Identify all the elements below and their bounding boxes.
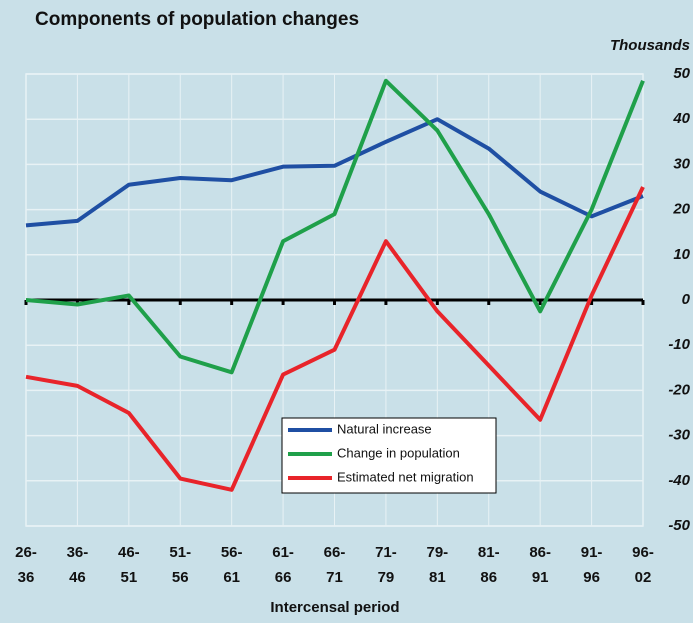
y-tick-label: 0 — [682, 291, 691, 308]
legend-label: Estimated net migration — [337, 469, 474, 484]
y-axis-label: Thousands — [610, 37, 690, 54]
chart-title: Components of population changes — [35, 9, 359, 30]
y-tick-label: -30 — [668, 427, 690, 444]
series-line — [25, 117, 644, 228]
x-tick-label: 79- 81 — [426, 544, 449, 586]
series-line — [25, 78, 645, 375]
x-tick-label: 46- 51 — [117, 544, 140, 586]
x-tick-label: 86- 91 — [529, 544, 551, 586]
x-tick-label: 51- 56 — [169, 544, 192, 586]
y-tick-label: 40 — [672, 110, 690, 127]
x-axis-label: Intercensal period — [270, 599, 399, 616]
legend-label: Natural increase — [337, 421, 432, 436]
x-tick-label: 71- 79 — [375, 544, 397, 586]
x-tick-label: 66- 71 — [323, 544, 346, 586]
y-tick-label: -20 — [668, 381, 690, 398]
x-tick-label: 91- 96 — [580, 544, 603, 586]
y-tick-label: -10 — [668, 336, 690, 353]
x-tick-label: 96- 02 — [632, 544, 654, 586]
series-line — [25, 186, 645, 492]
x-tick-label: 36- 46 — [66, 544, 89, 586]
x-tick-label: 56- 61 — [220, 544, 243, 586]
y-tick-label: 50 — [673, 65, 690, 82]
x-tick-label: 61- 66 — [272, 544, 294, 586]
y-tick-label: 20 — [672, 201, 690, 218]
y-tick-label: 30 — [673, 155, 690, 172]
x-tick-label: 26- 36 — [15, 544, 37, 586]
y-tick-label: 10 — [673, 246, 690, 263]
x-tick-label: 81- 86 — [477, 544, 500, 586]
y-tick-label: -50 — [668, 517, 690, 534]
legend-label: Change in population — [337, 445, 460, 460]
y-tick-label: -40 — [668, 472, 690, 489]
